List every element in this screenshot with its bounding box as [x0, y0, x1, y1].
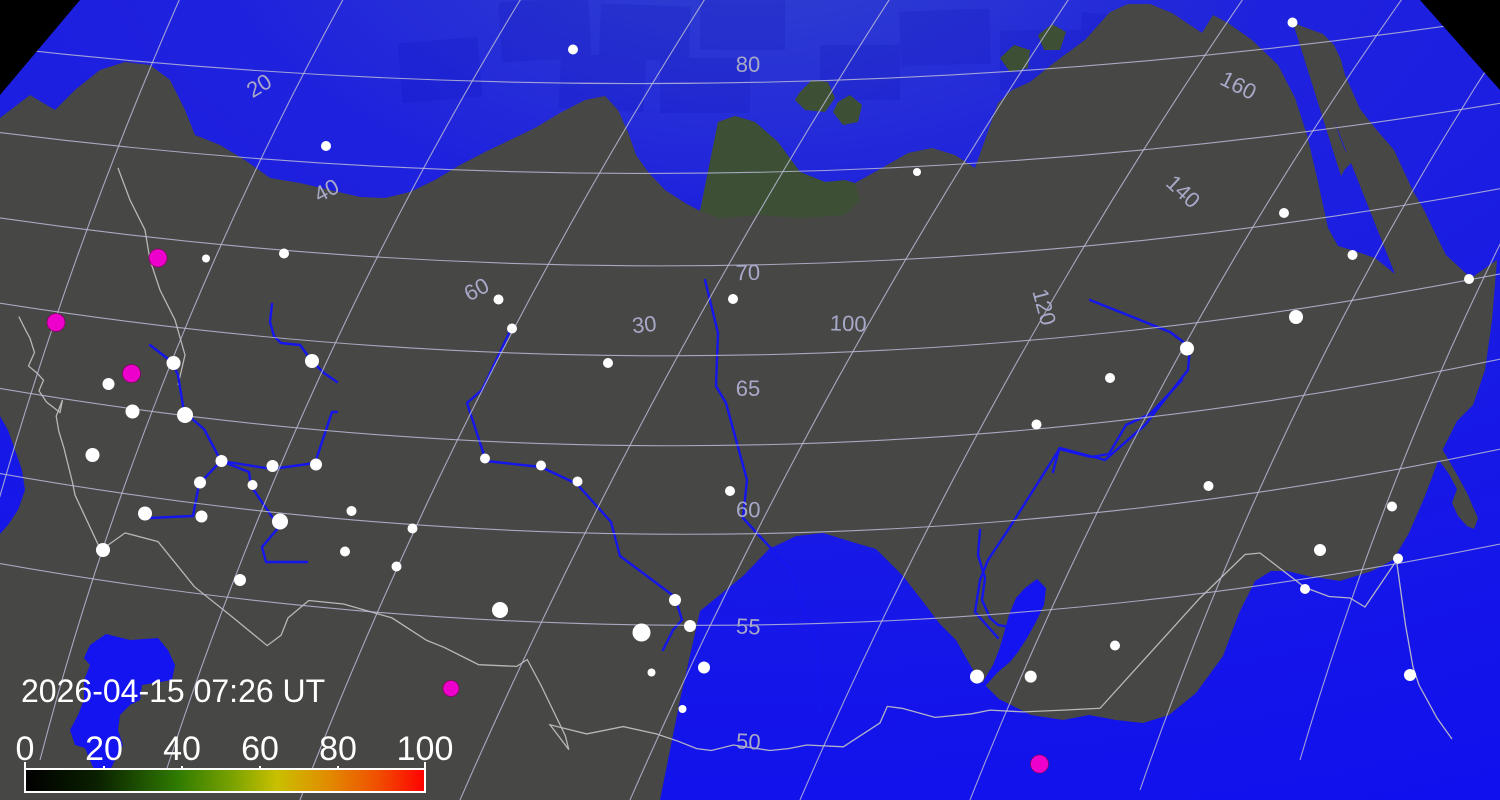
- svg-text:50: 50: [736, 728, 762, 754]
- svg-text:30: 30: [631, 311, 658, 338]
- svg-text:2026-04-15 07:26 UT: 2026-04-15 07:26 UT: [21, 673, 325, 709]
- svg-text:60: 60: [736, 497, 761, 523]
- svg-text:65: 65: [736, 376, 760, 401]
- svg-text:70: 70: [735, 260, 760, 285]
- svg-text:80: 80: [736, 52, 760, 77]
- svg-text:40: 40: [163, 730, 201, 768]
- svg-text:55: 55: [736, 613, 762, 639]
- svg-text:60: 60: [241, 730, 279, 768]
- svg-text:20: 20: [85, 730, 123, 768]
- svg-text:100: 100: [829, 310, 867, 336]
- svg-text:80: 80: [319, 730, 357, 768]
